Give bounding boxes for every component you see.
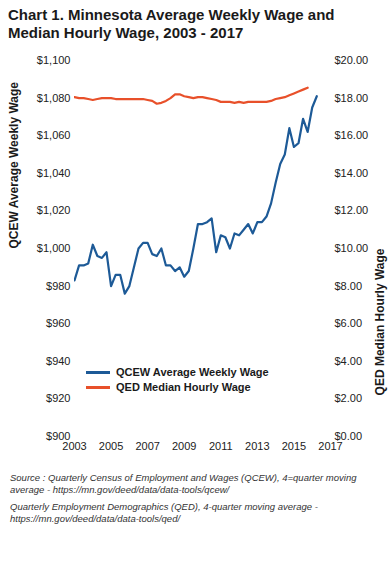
svg-text:$20.00: $20.00 — [335, 54, 369, 66]
svg-text:$1,080: $1,080 — [37, 92, 71, 104]
svg-text:$12.00: $12.00 — [335, 204, 369, 216]
svg-text:QED Median Hourly Wage: QED Median Hourly Wage — [373, 248, 387, 395]
svg-text:$920: $920 — [46, 392, 70, 404]
html-text:Quarterly Employment Demograph: Quarterly Employment Demographics (QED),… — [10, 501, 318, 524]
svg-text:QCEW Average Weekly Wage: QCEW Average Weekly Wage — [7, 82, 21, 249]
svg-text:$1,020: $1,020 — [37, 204, 71, 216]
svg-text:$18.00: $18.00 — [335, 92, 369, 104]
svg-text:$0.00: $0.00 — [335, 430, 363, 442]
svg-text:2007: 2007 — [135, 440, 159, 452]
svg-text:2013: 2013 — [245, 440, 269, 452]
html-text:QED Median Hourly Wage: QED Median Hourly Wage — [116, 381, 251, 393]
svg-text:2015: 2015 — [282, 440, 306, 452]
svg-text:$14.00: $14.00 — [335, 167, 369, 179]
svg-text:$980: $980 — [46, 280, 70, 292]
svg-text:2011: 2011 — [209, 440, 233, 452]
svg-text:$1,000: $1,000 — [37, 242, 71, 254]
html-text:Source : Quarterly Census of E: Source : Quarterly Census of Employment … — [10, 472, 357, 495]
svg-text:$2.00: $2.00 — [335, 392, 363, 404]
svg-text:$900: $900 — [46, 430, 71, 442]
svg-text:2003: 2003 — [62, 440, 86, 452]
svg-text:$10.00: $10.00 — [335, 242, 369, 254]
svg-text:$940: $940 — [46, 355, 70, 367]
svg-text:$16.00: $16.00 — [335, 129, 369, 141]
html-text:Chart 1. Minnesota Average Wee: Chart 1. Minnesota Average Weekly Wage a… — [8, 6, 335, 41]
svg-text:$1,060: $1,060 — [37, 129, 71, 141]
svg-text:2017: 2017 — [318, 440, 342, 452]
svg-text:$6.00: $6.00 — [335, 317, 363, 329]
svg-text:$1,100: $1,100 — [37, 54, 71, 66]
svg-text:$4.00: $4.00 — [335, 355, 363, 367]
svg-text:$1,040: $1,040 — [37, 167, 71, 179]
html-text:QCEW Average Weekly Wage: QCEW Average Weekly Wage — [116, 366, 269, 378]
svg-text:$960: $960 — [46, 317, 70, 329]
svg-text:2009: 2009 — [172, 440, 196, 452]
svg-text:2005: 2005 — [99, 440, 123, 452]
svg-text:$8.00: $8.00 — [335, 280, 363, 292]
